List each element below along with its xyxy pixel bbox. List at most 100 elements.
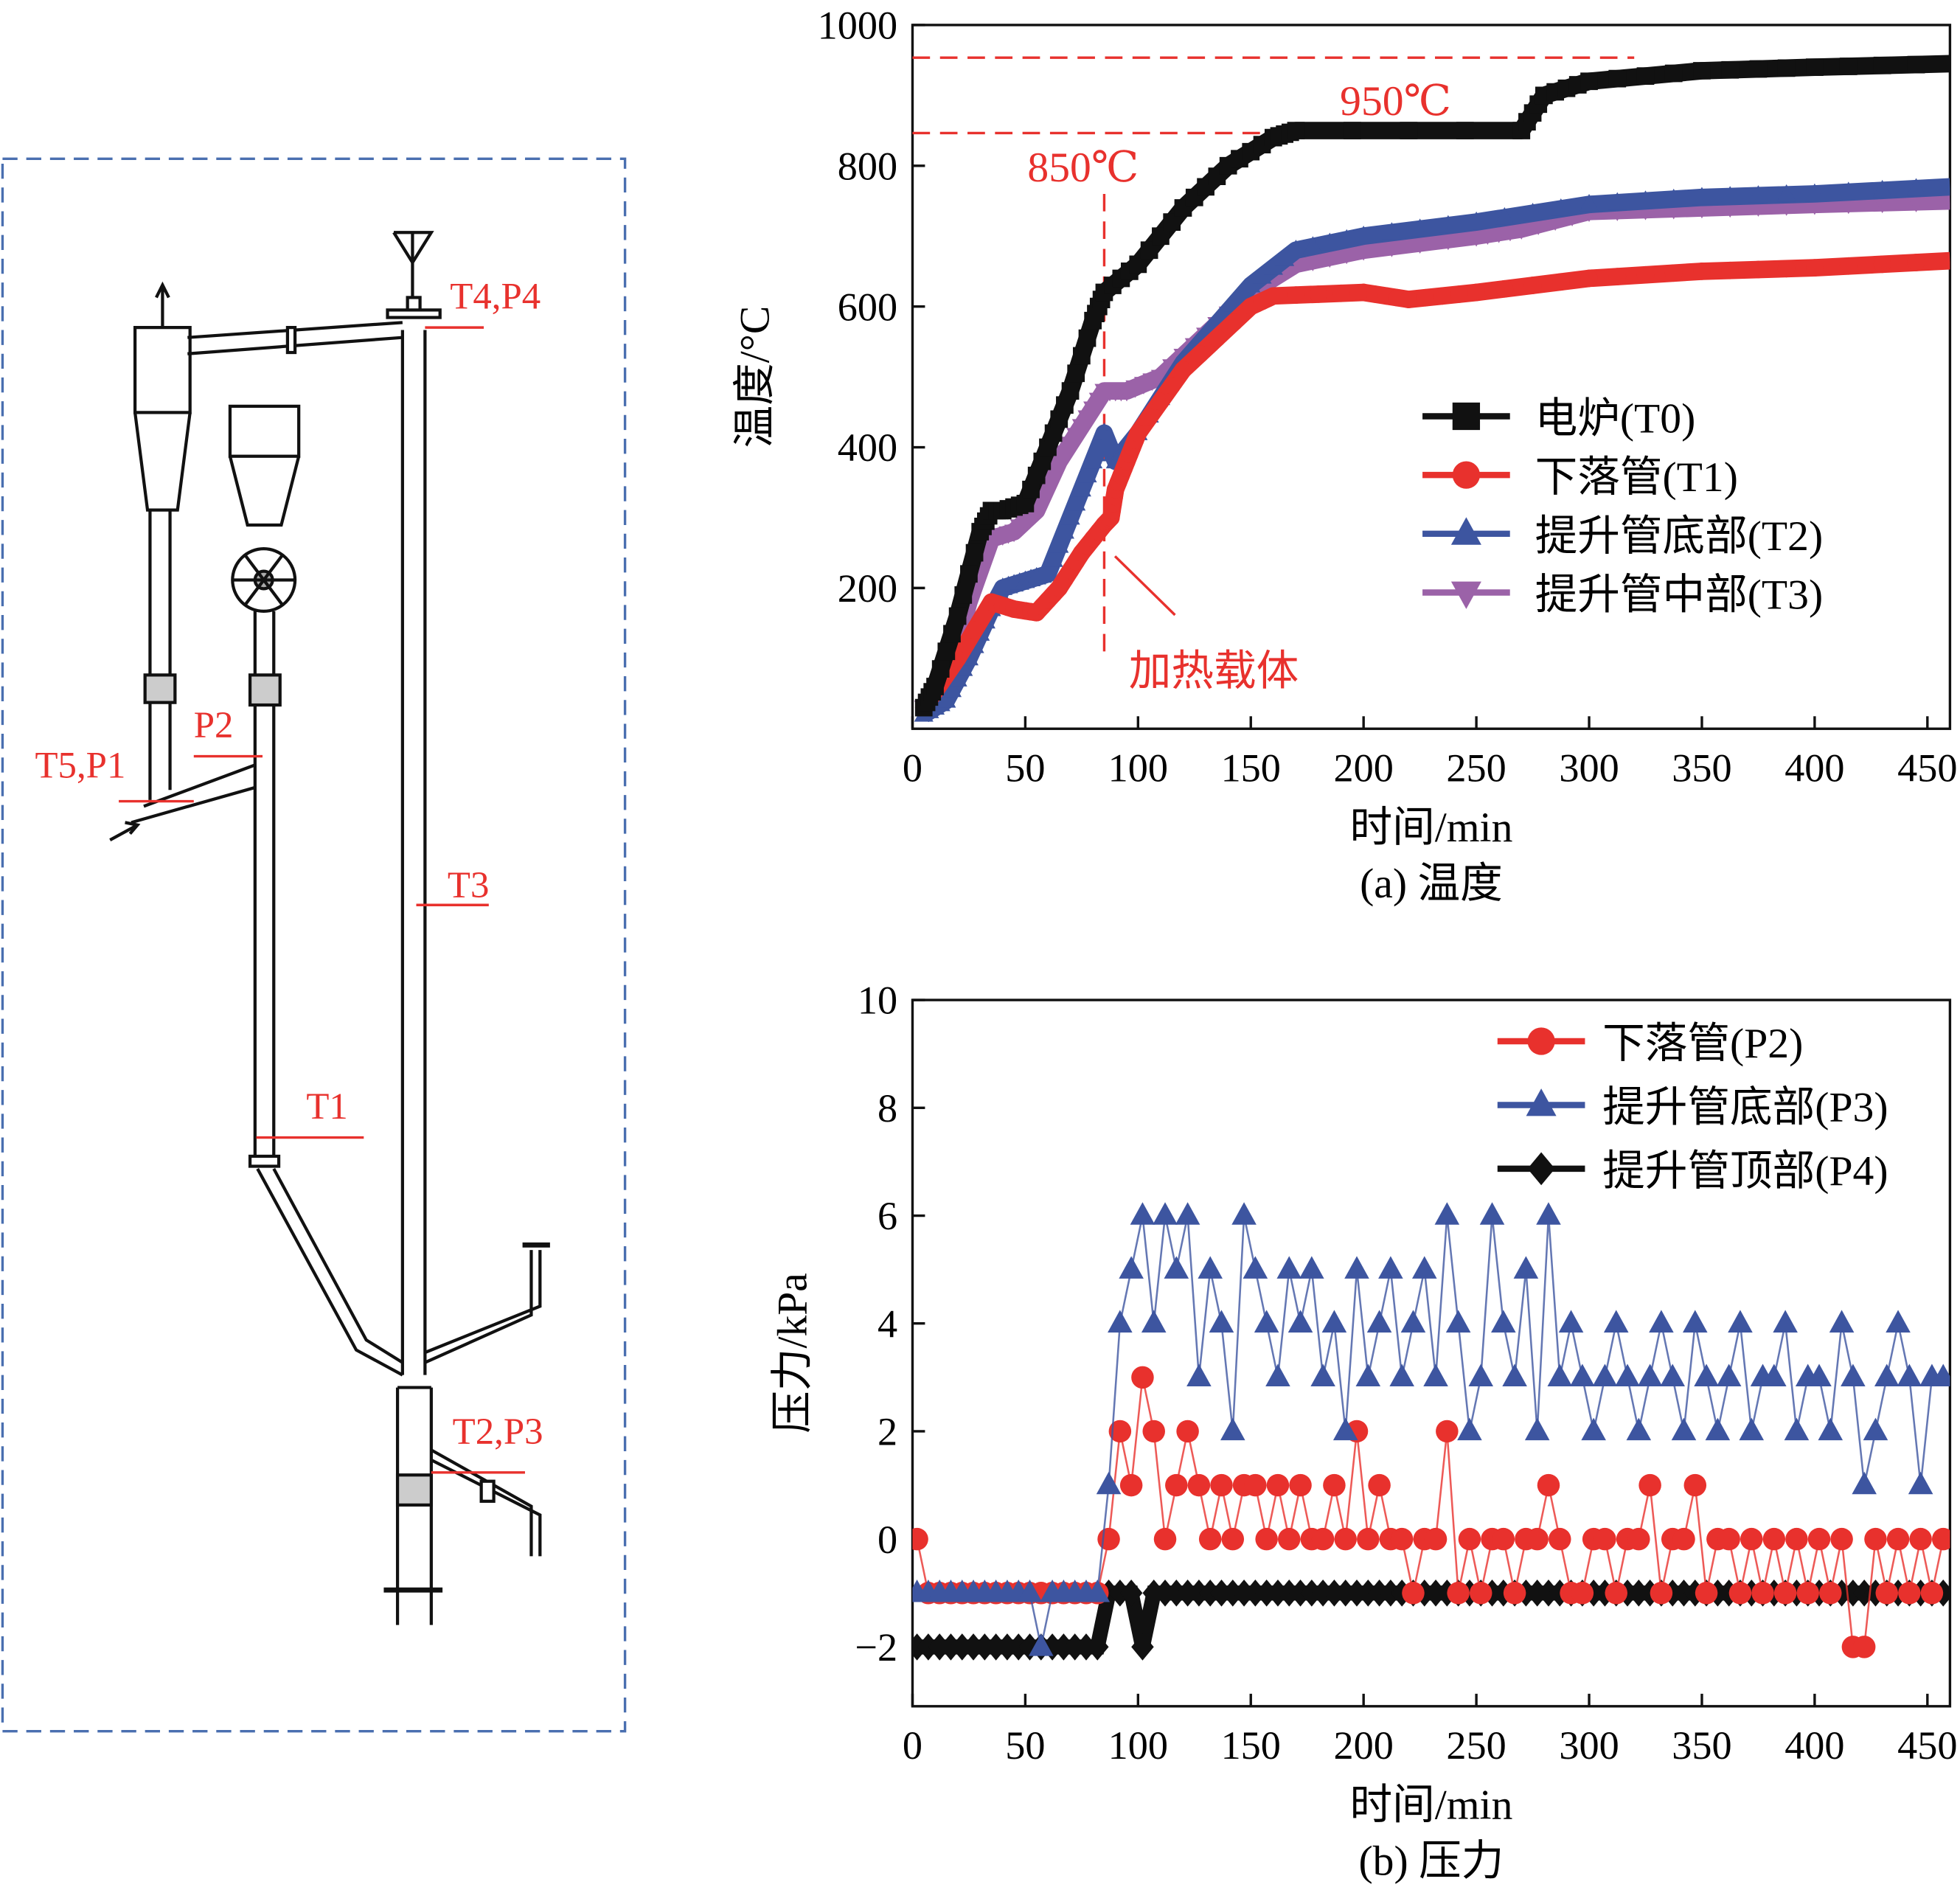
data-point (1152, 227, 1170, 246)
data-point (1660, 1363, 1685, 1387)
data-point (1174, 361, 1192, 379)
data-point (1287, 1310, 1313, 1333)
x-tick-label: 300 (1559, 746, 1619, 790)
data-point (1072, 347, 1091, 365)
data-point (1108, 1420, 1132, 1443)
y-tick-label: 0 (878, 1518, 897, 1562)
data-point (1382, 222, 1402, 240)
data-point (1636, 265, 1655, 284)
data-point (1287, 122, 1305, 139)
x-tick-label: 200 (1333, 1723, 1393, 1768)
data-point (1664, 64, 1683, 83)
chart-caption: (b) 压力 (1359, 1838, 1504, 1885)
data-point (1863, 1417, 1888, 1441)
data-point (1368, 1579, 1391, 1607)
data-point (1220, 1417, 1245, 1441)
data-point (1050, 410, 1068, 428)
y-axis-label: 压力/kPa (769, 1273, 816, 1434)
data-point (1777, 59, 1796, 77)
data-point (1163, 213, 1181, 231)
data-point (954, 586, 973, 604)
data-point (1345, 1579, 1369, 1607)
data-point (1615, 1363, 1640, 1387)
data-point (1354, 243, 1374, 261)
series-circle (912, 1366, 1950, 1658)
data-point (1208, 329, 1226, 347)
legend-label: 提升管底部(T2) (1535, 513, 1824, 560)
x-axis-label: 时间/min (1349, 1782, 1512, 1828)
data-point (1749, 260, 1768, 279)
data-point (1716, 1363, 1742, 1387)
series-circle (914, 251, 1950, 717)
x-tick-label: 50 (1005, 1723, 1045, 1768)
data-point (1608, 69, 1627, 88)
x-tick-label: 150 (1221, 1723, 1281, 1768)
data-point (957, 635, 975, 653)
data-point (965, 621, 984, 639)
data-point (1016, 494, 1035, 513)
data-point (1739, 1417, 1765, 1441)
series-line (916, 1377, 1945, 1648)
data-point (1907, 254, 1925, 271)
data-point (1277, 1579, 1301, 1607)
data-point (1909, 1527, 1932, 1551)
data-point (1029, 1633, 1054, 1656)
temperature-chart: 0 50 100 150 200 250 300 350 400 450 200 400 600 800 1… (732, 4, 1958, 908)
data-point (1527, 1152, 1555, 1186)
data-point (1191, 345, 1209, 363)
legend-label: 下落管(P2) (1602, 1021, 1803, 1067)
data-point (1241, 274, 1261, 293)
data-point (1334, 1579, 1357, 1607)
data-point (1527, 1027, 1555, 1055)
data-point (1551, 198, 1571, 216)
data-point (1357, 1579, 1380, 1607)
data-point (1495, 279, 1514, 298)
annotation-850: 850℃ (1027, 145, 1139, 191)
legend-label: 提升管顶部(P4) (1602, 1148, 1888, 1195)
data-point (1022, 480, 1040, 498)
data-point (943, 625, 961, 643)
x-tick-label: 350 (1672, 1723, 1731, 1768)
annotation-arrow-line (1113, 555, 1176, 616)
data-point (1796, 1582, 1819, 1605)
data-point (1303, 254, 1323, 271)
data-point (1478, 227, 1498, 246)
data-point (1382, 240, 1402, 257)
data-point (1468, 1363, 1494, 1387)
data-point (936, 689, 956, 708)
data-point (1864, 1527, 1887, 1551)
x-tick-label: 150 (1221, 746, 1281, 790)
x-tick-label: 250 (1446, 1723, 1506, 1768)
data-point (1728, 1310, 1753, 1333)
data-point (1043, 549, 1063, 567)
y-axis-label: 温度/°C (732, 306, 779, 448)
data-point (1694, 1363, 1719, 1387)
data-point (1119, 1473, 1143, 1497)
data-point (948, 669, 967, 687)
data-point (1433, 287, 1452, 305)
data-point (1410, 236, 1430, 254)
data-point (1873, 255, 1891, 274)
data-point (1263, 257, 1283, 275)
data-point (937, 642, 956, 661)
data-point (1071, 479, 1091, 497)
data-point (1839, 58, 1858, 75)
data-point (1906, 178, 1926, 196)
data-point (926, 678, 944, 695)
data-point (1830, 1527, 1853, 1551)
y-tick-label: 6 (878, 1194, 897, 1238)
data-point (1198, 1527, 1222, 1551)
data-point (1389, 1363, 1414, 1387)
data-point (1526, 1088, 1557, 1116)
data-point (1683, 1310, 1708, 1333)
data-point (1039, 438, 1057, 456)
data-point (1806, 58, 1824, 77)
data-point (1231, 1202, 1257, 1225)
data-point (1187, 1473, 1211, 1497)
data-point (1165, 1473, 1188, 1497)
data-point (1626, 1417, 1652, 1441)
data-point (1067, 364, 1085, 383)
data-point (1417, 288, 1435, 307)
data-point (1529, 218, 1549, 235)
data-point (1886, 1310, 1911, 1333)
